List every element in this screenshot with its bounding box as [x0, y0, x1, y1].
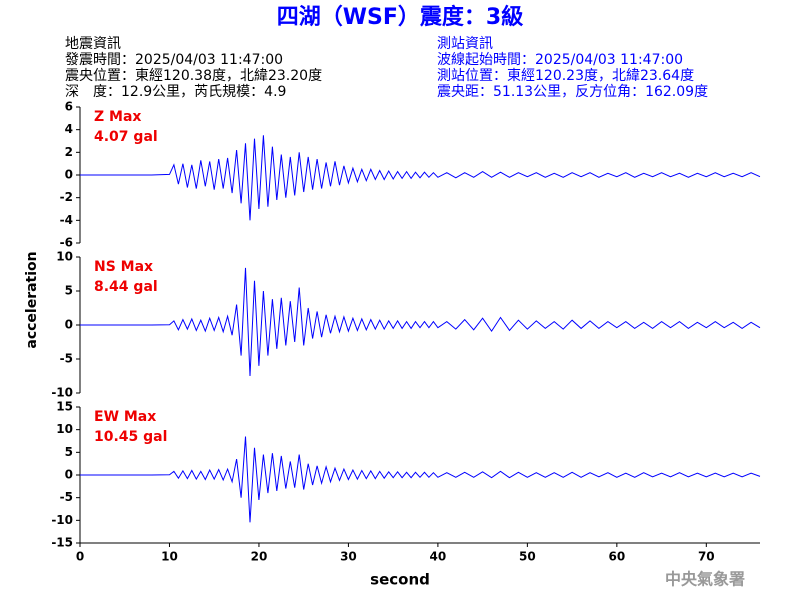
info-line: 地震資訊 — [65, 36, 121, 52]
x-tick-label: 30 — [340, 550, 357, 564]
y-tick-label: -6 — [60, 236, 73, 250]
y-tick-label: -4 — [60, 213, 73, 227]
y-tick-label: 10 — [56, 422, 73, 436]
footer: 中央氣象署 — [665, 570, 745, 589]
y-tick-label: 5 — [65, 445, 73, 459]
y-tick-label: 0 — [65, 168, 73, 182]
y-tick-label: 2 — [65, 145, 73, 159]
x-tick-label: 20 — [251, 550, 268, 564]
x-axis-label: second — [370, 571, 430, 589]
y-tick-label: 6 — [65, 100, 73, 114]
y-tick-label: -5 — [60, 490, 73, 504]
x-tick-label: 70 — [698, 550, 715, 564]
info-line: 發震時間：2025/04/03 11:47:00 — [65, 52, 283, 68]
x-tick-label: 10 — [161, 550, 178, 564]
info-line: 波線起始時間：2025/04/03 11:47:00 — [437, 52, 683, 68]
max-label: 8.44 gal — [94, 279, 158, 295]
y-tick-label: -10 — [51, 386, 73, 400]
y-tick-label: 0 — [65, 468, 73, 482]
info-line: 測站資訊 — [437, 36, 493, 52]
x-tick-label: 50 — [519, 550, 536, 564]
y-tick-label: 4 — [65, 122, 73, 136]
y-axis-label: acceleration — [24, 251, 40, 348]
max-label: 4.07 gal — [94, 129, 158, 145]
waveform — [80, 267, 761, 377]
waveform — [80, 436, 761, 523]
info-line: 深 度：12.9公里，芮氏規模：4.9 — [65, 83, 286, 100]
x-tick-label: 40 — [430, 550, 447, 564]
y-tick-label: 0 — [65, 318, 73, 332]
y-tick-label: -15 — [51, 536, 73, 550]
x-tick-label: 60 — [608, 550, 625, 564]
y-tick-label: -2 — [60, 190, 73, 204]
info-line: 測站位置：東經120.23度，北緯23.64度 — [437, 68, 694, 84]
trace-label: NS Max — [94, 259, 153, 275]
trace-label: EW Max — [94, 409, 156, 425]
y-tick-label: -10 — [51, 513, 73, 527]
y-tick-label: 10 — [56, 250, 73, 264]
x-tick-label: 0 — [76, 550, 84, 564]
chart-title: 四湖（WSF）震度：3級 — [277, 4, 523, 30]
y-tick-label: -5 — [60, 352, 73, 366]
info-line: 震央位置：東經120.38度，北緯23.20度 — [65, 68, 322, 84]
y-tick-label: 15 — [56, 400, 73, 414]
max-label: 10.45 gal — [94, 429, 167, 445]
waveform — [80, 135, 761, 221]
y-tick-label: 5 — [65, 284, 73, 298]
trace-label: Z Max — [94, 109, 141, 125]
info-line: 震央距：51.13公里，反方位角：162.09度 — [437, 84, 708, 100]
